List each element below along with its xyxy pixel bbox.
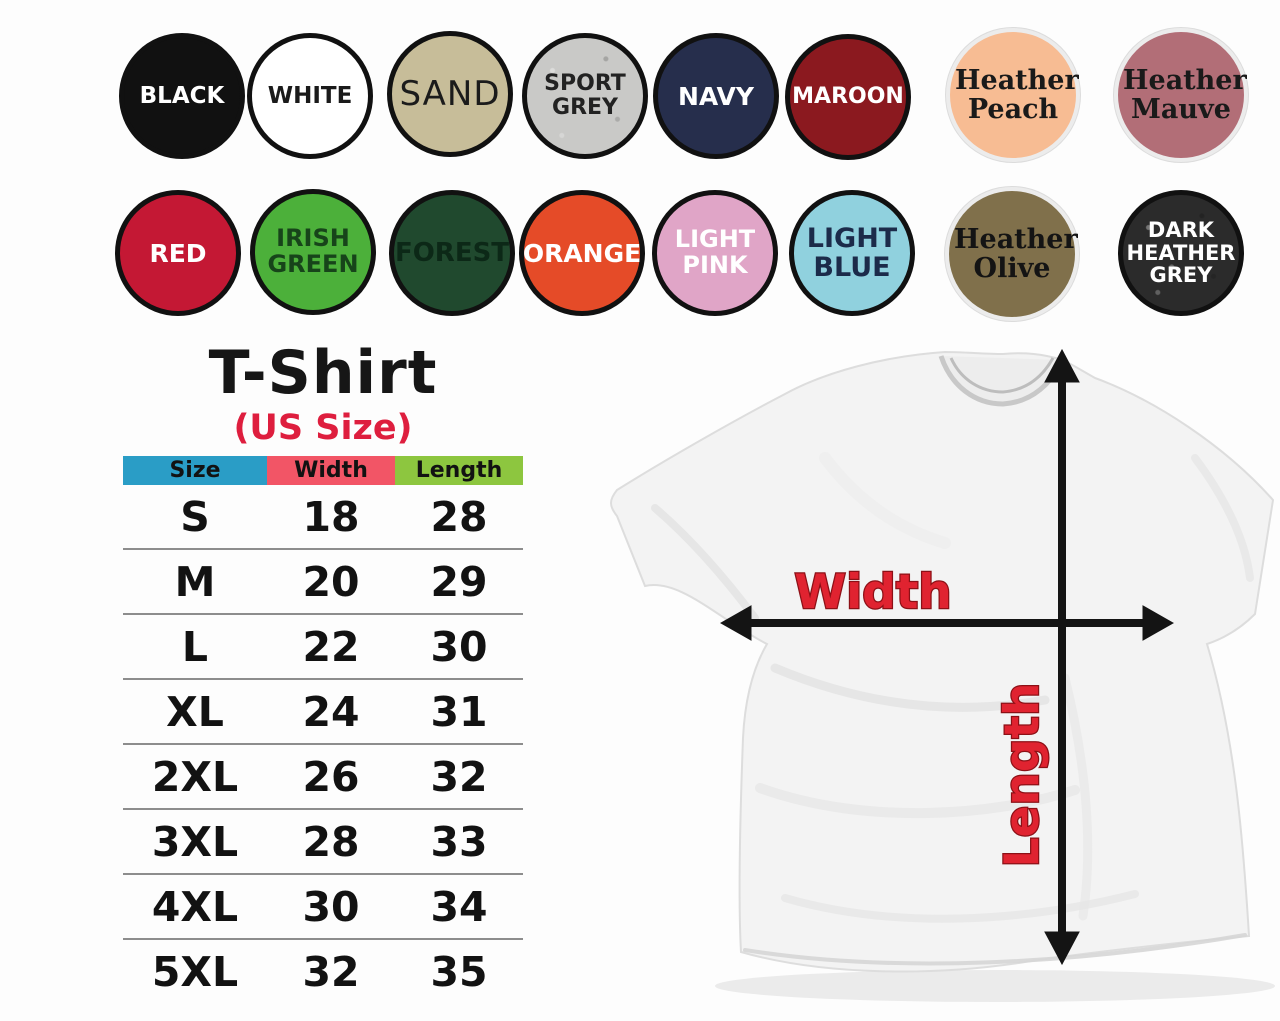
swatch-label: Heather Peach — [955, 64, 1079, 125]
color-swatch-forest: FOREST — [389, 190, 515, 316]
color-swatch-light-blue: LIGHT BLUE — [789, 190, 915, 316]
table-row: 5XL 32 35 — [123, 940, 523, 1003]
tshirt-illustration: Width Length — [610, 348, 1275, 1002]
width-value: 32 — [302, 947, 360, 996]
swatch-label: DARK HEATHER GREY — [1126, 217, 1236, 288]
color-swatch-sand: SAND — [387, 31, 513, 157]
length-value: 34 — [430, 882, 488, 931]
width-value: 28 — [302, 817, 360, 866]
length-value: 32 — [430, 752, 488, 801]
table-row: XL 24 31 — [123, 680, 523, 745]
swatch-label: WHITE — [267, 82, 353, 109]
color-swatch-heather-peach: Heather Peach — [946, 28, 1080, 162]
length-label: Length — [995, 683, 1050, 868]
width-arrow — [719, 605, 1175, 641]
width-value: 26 — [302, 752, 360, 801]
color-swatch-irish-green: IRISH GREEN — [250, 189, 376, 315]
swatch-label: RED — [149, 238, 207, 268]
width-value: 20 — [302, 557, 360, 606]
table-row: 4XL 30 34 — [123, 875, 523, 940]
size-chart-title: T-Shirt — [208, 338, 438, 408]
size-chart-header-row: Size Width Length — [123, 456, 523, 485]
length-value: 30 — [430, 622, 488, 671]
color-swatch-maroon: MAROON — [785, 34, 911, 160]
length-value: 28 — [430, 492, 488, 541]
color-swatch-white: WHITE — [247, 33, 373, 159]
width-value: 24 — [302, 687, 360, 736]
swatch-label: MAROON — [792, 84, 904, 110]
length-value: 33 — [430, 817, 488, 866]
size-value: 4XL — [151, 882, 239, 931]
width-label: Width — [794, 565, 952, 620]
swatch-label: FOREST — [394, 237, 510, 268]
width-value: 30 — [302, 882, 360, 931]
column-header-width: Width — [267, 456, 395, 485]
length-value: 31 — [430, 687, 488, 736]
shirt-shadow — [715, 970, 1275, 1002]
color-swatch-red: RED — [115, 190, 241, 316]
color-swatch-orange: ORANGE — [519, 190, 645, 316]
length-value: 29 — [430, 557, 488, 606]
size-value: XL — [166, 687, 224, 736]
measurement-diagram: Width Length — [595, 338, 1280, 1017]
width-value: 22 — [302, 622, 360, 671]
color-swatch-sport-grey: SPORT GREY — [522, 33, 648, 159]
tshirt-body — [610, 350, 1275, 973]
swatch-label: LIGHT BLUE — [806, 222, 898, 283]
table-row: 2XL 26 32 — [123, 745, 523, 810]
size-value: 5XL — [151, 947, 239, 996]
size-value: 2XL — [151, 752, 239, 801]
swatch-label: IRISH GREEN — [267, 224, 359, 278]
size-value: 3XL — [151, 817, 239, 866]
swatch-label: NAVY — [677, 81, 755, 111]
size-chart-subtitle: (US Size) — [233, 408, 413, 448]
size-value: M — [174, 557, 216, 606]
swatch-label: Heather Mauve — [1123, 64, 1247, 125]
column-header-length: Length — [395, 456, 523, 485]
color-swatch-black: BLACK — [119, 33, 245, 159]
collar-inner-seam — [949, 357, 1055, 394]
length-arrow — [1044, 348, 1080, 966]
width-value: 18 — [302, 492, 360, 541]
table-row: M 20 29 — [123, 550, 523, 615]
color-swatch-heather-mauve: Heather Mauve — [1114, 28, 1248, 162]
swatch-label: ORANGE — [522, 238, 642, 268]
color-swatch-dark-heather-grey: DARK HEATHER GREY — [1118, 190, 1244, 316]
table-row: S 18 28 — [123, 485, 523, 550]
table-row: L 22 30 — [123, 615, 523, 680]
color-swatch-heather-olive: Heather Olive — [945, 187, 1079, 321]
size-value: S — [180, 492, 210, 541]
swatch-label: SPORT GREY — [544, 71, 626, 120]
size-value: L — [181, 622, 209, 671]
swatch-label: LIGHT PINK — [674, 225, 756, 279]
fabric-wrinkles — [651, 452, 1254, 966]
swatch-label: BLACK — [139, 82, 225, 109]
color-swatch-light-pink: LIGHT PINK — [652, 190, 778, 316]
table-row: 3XL 28 33 — [123, 810, 523, 875]
column-header-size: Size — [123, 456, 267, 485]
size-chart: T-Shirt (US Size) Size Width Length S 18… — [123, 342, 523, 1003]
swatch-label: SAND — [399, 73, 501, 114]
length-value: 35 — [430, 947, 488, 996]
color-swatch-navy: NAVY — [653, 33, 779, 159]
swatch-label: Heather Olive — [954, 223, 1078, 284]
